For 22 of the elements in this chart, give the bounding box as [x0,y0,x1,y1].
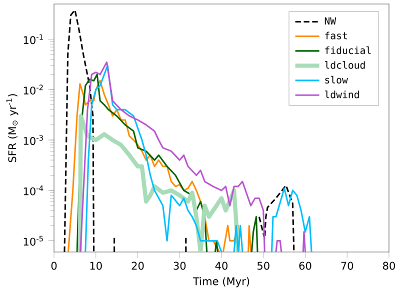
x-tick-label: 40 [215,262,228,270]
y-tick-label: 10$^{-1}$ [24,34,43,44]
y-tick-label: 10$^{-3}$ [24,135,43,145]
legend-label: ldwind [325,90,359,98]
x-tick-label: 0 [51,262,57,270]
y-tick-label: 10$^{-2}$ [24,84,43,95]
y-axis-title: SFR (M$_{⊙}$ yr$^{-1}$) [6,94,18,162]
y-tick-label: 10$^{-4}$ [24,186,44,196]
x-tick-label: 60 [299,262,312,270]
x-tick-label: 10 [90,262,102,270]
x-tick-label: 50 [257,262,270,270]
x-tick-label: 70 [341,262,354,270]
legend-label: slow [325,76,348,84]
legend-label: fast [325,32,347,40]
legend-label: ldcloud [325,61,365,69]
legend-label: fiducial [325,46,371,54]
x-tick-label: 20 [132,262,144,270]
y-tick-label: 10$^{-5}$ [24,236,43,246]
legend-label: NW [324,17,336,25]
x-tick-label: 30 [174,262,186,270]
x-axis-title: Time (Myr) [192,277,250,288]
x-tick-label: 80 [382,262,395,270]
